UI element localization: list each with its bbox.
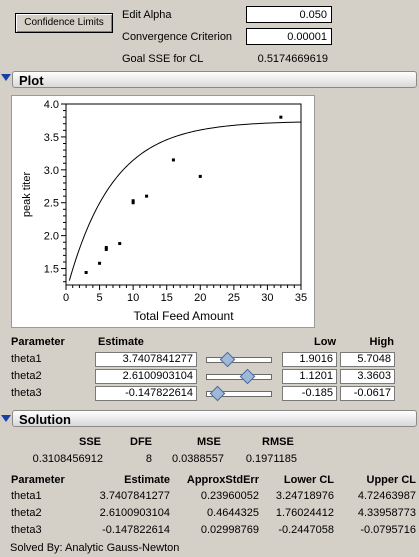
- goal-sse-label: Goal SSE for CL: [122, 53, 204, 65]
- param-header-estimate: Estimate: [98, 336, 144, 348]
- param-estimate-field[interactable]: 3.7407841277: [95, 352, 197, 367]
- param-slider-thumb[interactable]: [239, 368, 256, 385]
- param-header-high: High: [369, 336, 394, 348]
- sol-header-upper-cl: Upper CL: [366, 474, 417, 486]
- nonlinear-fit-chart: 0 5 10 15 20 25 30 35 1.5 2.0 2.5 3.0 3.5 4.0 Total F…: [21, 99, 307, 323]
- fit-curve-line: [68, 121, 302, 281]
- param-low-field[interactable]: 1.1201: [282, 369, 337, 384]
- param-high-field[interactable]: 5.7048: [340, 352, 395, 367]
- data-point: [131, 201, 135, 205]
- goal-sse-value: 0.5174669619: [257, 53, 328, 65]
- sol-param-name: theta3: [11, 524, 42, 536]
- data-points: [84, 115, 283, 274]
- data-point: [84, 270, 88, 274]
- x-tick-label: 0: [63, 292, 69, 304]
- sol-header-stderr: ApproxStdErr: [186, 474, 259, 486]
- sol-param-name: theta1: [11, 490, 42, 502]
- rmse-value: 0.1971185: [245, 453, 297, 465]
- sol-upper-cl: 4.72463987: [357, 490, 416, 502]
- dfe-header: DFE: [130, 436, 152, 448]
- y-axis-label: peak titer: [21, 172, 33, 218]
- sse-header: SSE: [79, 436, 102, 448]
- mse-value: 0.0388557: [172, 453, 224, 465]
- sol-stderr: 0.02998769: [200, 524, 259, 536]
- param-slider[interactable]: [206, 391, 272, 397]
- sol-param-name: theta2: [11, 507, 42, 519]
- y-tick-label: 1.5: [44, 264, 59, 276]
- y-tick-label: 2.5: [44, 198, 59, 210]
- solved-by-text: Solved By: Analytic Gauss-Newton: [10, 542, 180, 554]
- plot-area: [65, 103, 302, 286]
- sol-upper-cl: -0.0795716: [360, 524, 416, 536]
- sol-estimate: 3.7407841277: [99, 490, 170, 502]
- data-point: [171, 158, 175, 162]
- param-estimate-field[interactable]: -0.147822614: [95, 386, 197, 401]
- sse-value: 0.3108456912: [32, 453, 103, 465]
- x-tick-label: 15: [161, 292, 173, 304]
- solution-disclosure-icon[interactable]: [1, 415, 11, 422]
- sol-stderr: 0.4644325: [207, 507, 259, 519]
- x-axis-label: Total Feed Amount: [133, 309, 234, 323]
- data-point: [104, 245, 108, 249]
- data-point: [145, 194, 149, 198]
- data-point: [104, 247, 108, 251]
- param-low-field[interactable]: 1.9016: [282, 352, 337, 367]
- x-tick-label: 10: [127, 292, 139, 304]
- param-name: theta1: [11, 353, 42, 365]
- plot-section-header[interactable]: Plot: [12, 71, 417, 88]
- y-tick-label: 3.5: [44, 132, 59, 144]
- param-name: theta3: [11, 387, 42, 399]
- sol-lower-cl: 1.76024412: [275, 507, 334, 519]
- sol-header-estimate: Estimate: [124, 474, 170, 486]
- y-tick-label: 4.0: [44, 99, 59, 111]
- chart-ticks: 0 5 10 15 20 25 30 35 1.5 2.0 2.5 3.0 3.5 4.0: [44, 99, 307, 304]
- x-tick-label: 20: [194, 292, 206, 304]
- x-tick-label: 5: [97, 292, 103, 304]
- data-point: [98, 261, 102, 265]
- data-point: [279, 115, 283, 119]
- plot-section-title: Plot: [19, 73, 44, 88]
- plot-disclosure-icon[interactable]: [1, 74, 11, 81]
- data-point: [131, 199, 135, 203]
- convergence-criterion-label: Convergence Criterion: [122, 31, 233, 43]
- param-low-field[interactable]: -0.185: [282, 386, 337, 401]
- data-point: [118, 242, 122, 246]
- chart-axes: [65, 103, 302, 286]
- param-slider-thumb[interactable]: [209, 385, 226, 402]
- confidence-limits-button[interactable]: Confidence Limits: [15, 13, 113, 33]
- param-name: theta2: [11, 370, 42, 382]
- param-estimate-field[interactable]: 2.6100903104: [95, 369, 197, 384]
- param-high-field[interactable]: -0.0617: [340, 386, 395, 401]
- param-header-parameter: Parameter: [11, 336, 65, 348]
- sol-estimate: 2.6100903104: [99, 507, 170, 519]
- y-tick-label: 2.0: [44, 231, 59, 243]
- y-tick-label: 3.0: [44, 165, 59, 177]
- x-tick-label: 30: [261, 292, 273, 304]
- dfe-value: 8: [145, 453, 152, 465]
- edit-alpha-field[interactable]: 0.050: [246, 6, 332, 23]
- sol-upper-cl: 4.33958773: [357, 507, 416, 519]
- convergence-criterion-field[interactable]: 0.00001: [246, 28, 332, 45]
- sol-header-lower-cl: Lower CL: [283, 474, 334, 486]
- plot-frame: 0 5 10 15 20 25 30 35 1.5 2.0 2.5 3.0 3.5 4.0 Total F…: [11, 95, 315, 328]
- sol-stderr: 0.23960052: [200, 490, 259, 502]
- param-slider-thumb[interactable]: [219, 351, 236, 368]
- sol-estimate: -0.147822614: [102, 524, 170, 536]
- param-slider[interactable]: [206, 374, 272, 380]
- sol-header-parameter: Parameter: [11, 474, 65, 486]
- x-tick-label: 25: [228, 292, 240, 304]
- rmse-header: RMSE: [262, 436, 294, 448]
- sol-lower-cl: 3.24718976: [275, 490, 334, 502]
- solution-section-header[interactable]: Solution: [12, 410, 417, 427]
- edit-alpha-label: Edit Alpha: [122, 9, 172, 21]
- data-point: [198, 174, 202, 178]
- param-slider[interactable]: [206, 357, 272, 363]
- x-tick-label: 35: [295, 292, 307, 304]
- sol-lower-cl: -0.2447058: [278, 524, 334, 536]
- solution-section-title: Solution: [19, 412, 71, 427]
- param-high-field[interactable]: 3.3603: [340, 369, 395, 384]
- param-header-low: Low: [314, 336, 336, 348]
- mse-header: MSE: [197, 436, 221, 448]
